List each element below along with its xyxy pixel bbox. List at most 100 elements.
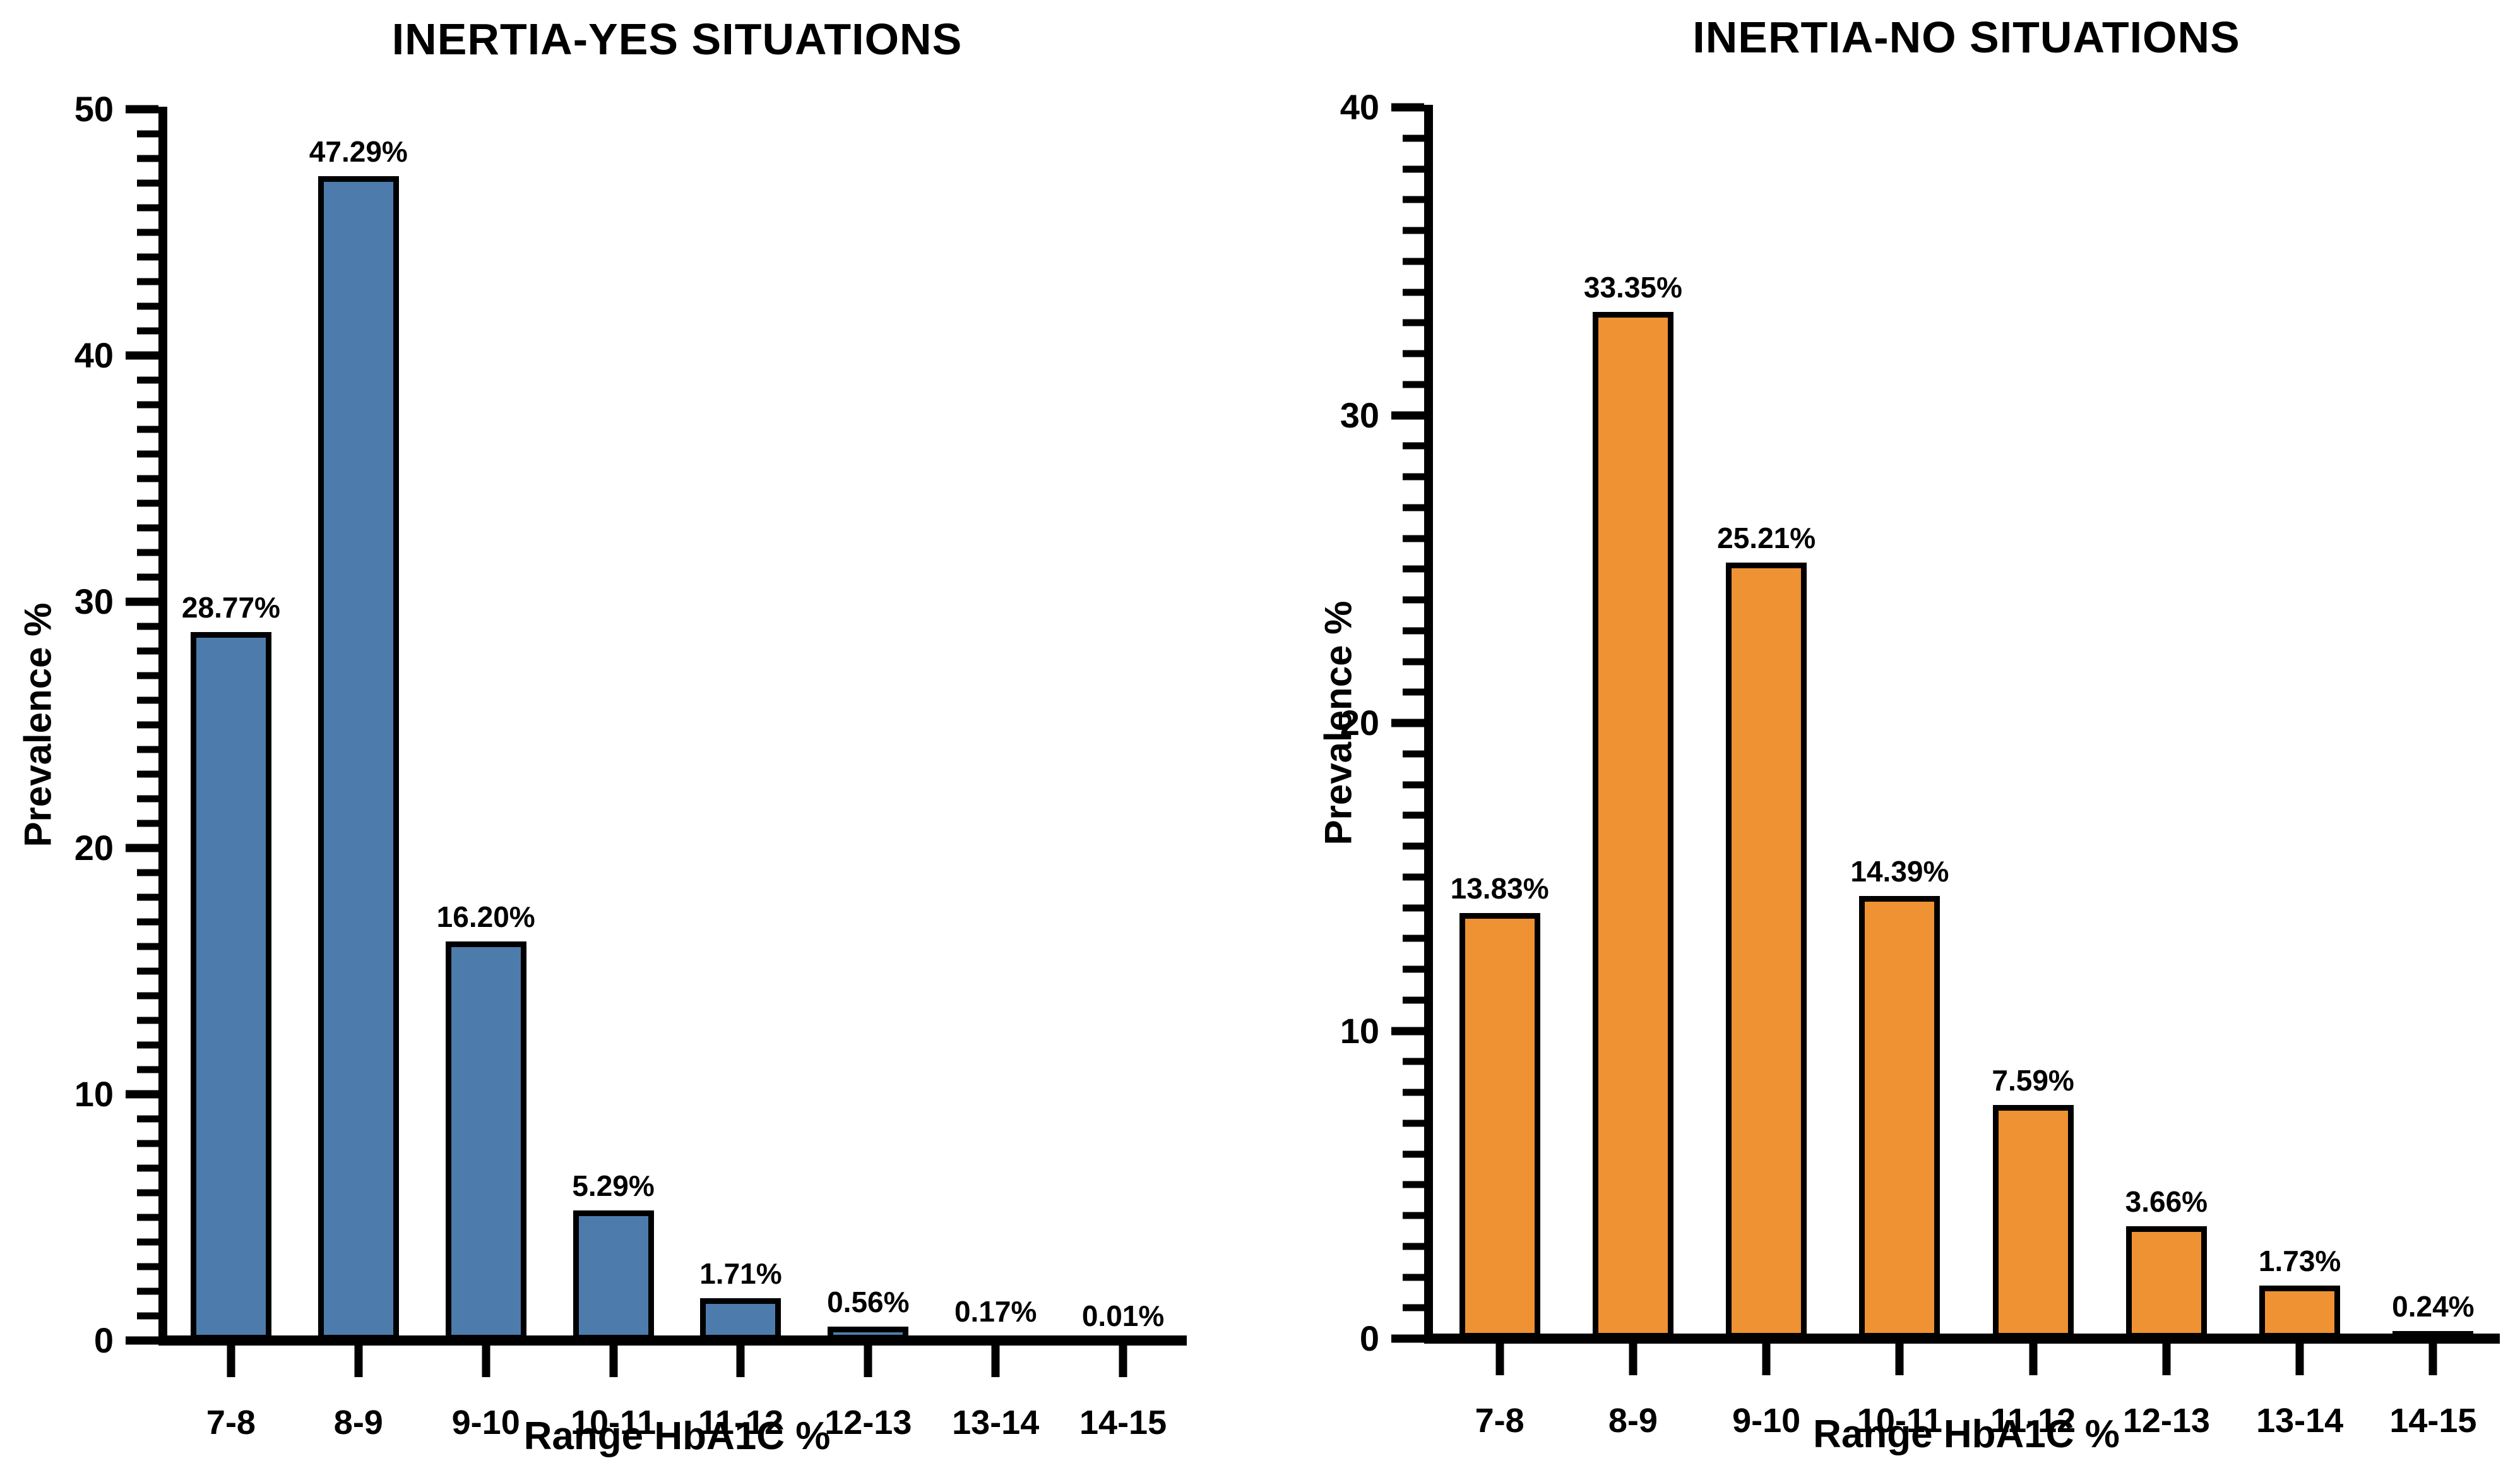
- y-axis-minor-tick: [137, 573, 158, 581]
- x-tick-label-8-9: 8-9: [1608, 1402, 1658, 1440]
- bar-value-label: 47.29%: [309, 134, 408, 168]
- y-axis-minor-tick: [137, 229, 158, 236]
- x-tick-label-14-15: 14-15: [2389, 1402, 2477, 1440]
- y-axis-minor-tick: [1403, 842, 1424, 850]
- x-tick-label-12-13: 12-13: [824, 1404, 912, 1442]
- x-axis-tick: [354, 1346, 363, 1377]
- x-tick-label-11-12: 11-12: [698, 1404, 784, 1442]
- y-axis-minor-tick: [1403, 996, 1424, 1004]
- y-tick-label: 10: [74, 1074, 114, 1114]
- y-axis-minor-tick: [1403, 627, 1424, 635]
- x-tick-label-9-10: 9-10: [451, 1404, 520, 1442]
- bar-value-label: 0.01%: [1081, 1299, 1165, 1332]
- x-tick-label-7-8: 7-8: [1475, 1402, 1524, 1440]
- y-axis-minor-tick: [1403, 442, 1424, 450]
- bar-9-10: [1726, 563, 1807, 1339]
- y-axis-minor-tick: [137, 623, 158, 630]
- panel-inertia-no: INERTIA-NO SITUATIONS Prevalence % 0 10 20…: [1317, 14, 2500, 1456]
- x-tick-label-10-11: 10-11: [1857, 1402, 1942, 1440]
- y-axis-minor-tick: [1403, 1058, 1424, 1065]
- y-axis-minor-tick: [1403, 873, 1424, 881]
- y-tick-label: 10: [1340, 1010, 1379, 1051]
- bar-9-10: [445, 941, 526, 1341]
- y-axis-minor-tick: [137, 795, 158, 803]
- bar-value-label: 33.35%: [1583, 271, 1682, 304]
- bar-7-8: [1459, 912, 1540, 1339]
- bar-value-label: 0.17%: [954, 1295, 1037, 1329]
- y-axis-minor-tick: [1403, 688, 1424, 696]
- x-axis-tick: [2295, 1344, 2304, 1375]
- x-tick-label-11-12: 11-12: [1990, 1402, 2076, 1440]
- x-tick-label-8-9: 8-9: [333, 1404, 383, 1442]
- bar-7-8: [190, 631, 271, 1341]
- chart-title-inertia-no: INERTIA-NO SITUATIONS: [1692, 13, 2240, 62]
- x-axis-tick: [2162, 1344, 2171, 1375]
- x-axis-tick: [864, 1346, 872, 1377]
- y-axis-minor-tick: [1403, 289, 1424, 296]
- x-axis-tick: [1895, 1344, 1904, 1375]
- y-tick-label: 30: [1340, 395, 1379, 435]
- y-axis-minor-tick: [137, 1066, 158, 1073]
- x-axis-tick: [991, 1346, 1000, 1377]
- y-axis-minor-tick: [1403, 811, 1424, 819]
- y-axis-minor-tick: [137, 376, 158, 384]
- bar-13-14: [2259, 1285, 2341, 1339]
- y-axis-major-tick: [1391, 1027, 1424, 1035]
- bar-8-9: [1592, 312, 1673, 1339]
- x-axis-label: Range HbA1C %: [523, 1414, 831, 1458]
- y-axis-minor-tick: [1403, 1089, 1424, 1096]
- bar-10-11: [573, 1210, 654, 1341]
- y-axis-minor-tick: [1403, 1181, 1424, 1188]
- bar-14-15: [2392, 1331, 2474, 1339]
- bar-value-label: 13.83%: [1450, 871, 1549, 905]
- y-axis-minor-tick: [137, 524, 158, 532]
- y-axis-minor-tick: [137, 1164, 158, 1172]
- x-axis-tick: [2029, 1344, 2038, 1375]
- y-axis-minor-tick: [137, 204, 158, 212]
- y-axis-major-tick: [126, 351, 158, 360]
- y-axis-minor-tick: [137, 130, 158, 138]
- y-axis-minor-tick: [1403, 535, 1424, 542]
- x-axis-tick: [2428, 1344, 2437, 1375]
- x-axis-label: Range HbA1C %: [1813, 1412, 2120, 1456]
- y-axis-minor-tick: [137, 475, 158, 482]
- y-axis-minor-tick: [137, 278, 158, 285]
- y-axis-minor-tick: [137, 696, 158, 704]
- bar-value-label: 7.59%: [1992, 1064, 2074, 1097]
- x-axis-tick: [1119, 1346, 1127, 1377]
- chart-title-inertia-yes: INERTIA-YES SITUATIONS: [391, 15, 963, 64]
- x-tick-label-13-14: 13-14: [952, 1404, 1040, 1442]
- y-axis-minor-tick: [137, 1263, 158, 1270]
- y-axis-minor-tick: [137, 549, 158, 556]
- x-tick-label-9-10: 9-10: [1732, 1402, 1801, 1440]
- bar-14-15: [1083, 1339, 1164, 1341]
- x-axis-tick: [736, 1346, 745, 1377]
- y-axis-minor-tick: [137, 1189, 158, 1197]
- y-axis-minor-tick: [137, 943, 158, 950]
- y-axis-minor-tick: [1403, 781, 1424, 788]
- bar-value-label: 5.29%: [572, 1169, 655, 1202]
- y-axis-minor-tick: [1403, 350, 1424, 357]
- x-axis-tick: [1762, 1344, 1771, 1375]
- y-axis-minor-tick: [1403, 319, 1424, 326]
- y-tick-label: 0: [1359, 1318, 1379, 1358]
- y-axis-minor-tick: [137, 1287, 158, 1295]
- bar-12-13: [2125, 1226, 2207, 1339]
- x-axis-tick: [227, 1346, 235, 1377]
- y-axis-minor-tick: [1403, 565, 1424, 573]
- bar-8-9: [318, 176, 399, 1341]
- y-axis-minor-tick: [137, 253, 158, 261]
- y-axis-minor-tick: [137, 869, 158, 876]
- y-axis-minor-tick: [1403, 750, 1424, 758]
- bar-value-label: 25.21%: [1717, 522, 1816, 555]
- y-axis-minor-tick: [137, 1017, 158, 1024]
- y-axis-minor-tick: [1403, 227, 1424, 234]
- y-axis-minor-tick: [137, 426, 158, 433]
- y-axis-minor-tick: [137, 327, 158, 335]
- y-axis-minor-tick: [137, 1115, 158, 1123]
- x-tick-label-13-14: 13-14: [2256, 1402, 2344, 1440]
- y-axis-minor-tick: [137, 1238, 158, 1246]
- y-axis-minor-tick: [137, 1140, 158, 1147]
- y-axis-minor-tick: [1403, 1304, 1424, 1311]
